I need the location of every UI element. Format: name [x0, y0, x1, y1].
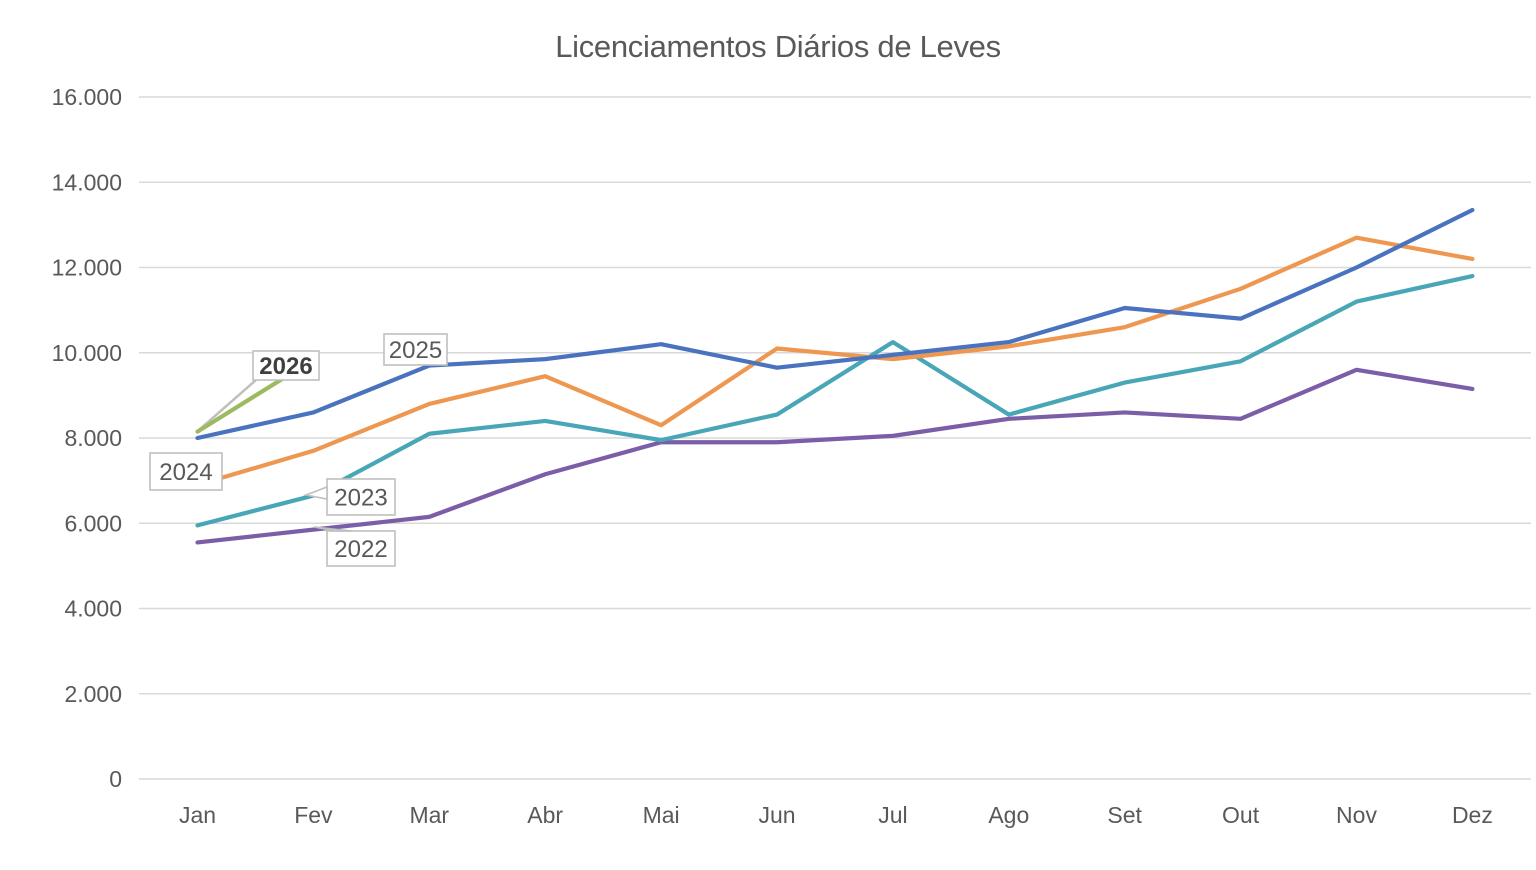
series-line-2025 — [195, 207, 1475, 441]
x-axis-label-out: Out — [1222, 802, 1260, 828]
callout-2024: 2024 — [149, 452, 223, 491]
callout-2022: 2022 — [313, 526, 396, 567]
y-axis-label-14.000: 14.000 — [52, 169, 122, 195]
series-line-2024 — [195, 235, 1475, 487]
y-axis-label-4.000: 4.000 — [64, 596, 122, 622]
callout-box-2025 — [383, 333, 448, 366]
x-axis-label-jun: Jun — [758, 802, 795, 828]
callout-box-2022 — [326, 530, 396, 567]
callout-pointer-2022 — [313, 526, 353, 532]
callout-label-2022: 2022 — [334, 536, 387, 563]
x-axis-label-mar: Mar — [409, 802, 449, 828]
callout-2026: 2026 — [252, 350, 320, 381]
y-axis-label-2.000: 2.000 — [64, 681, 122, 707]
x-axis-label-dez: Dez — [1452, 802, 1493, 828]
callout-leader-2026 — [198, 379, 257, 431]
x-axis-label-jul: Jul — [878, 802, 907, 828]
callout-pointer-2023 — [303, 485, 328, 500]
callout-2025: 2025 — [383, 333, 448, 366]
series-line-2026 — [195, 376, 286, 434]
x-axis-label-abr: Abr — [527, 802, 563, 828]
callout-label-2025: 2025 — [389, 337, 442, 364]
x-axis-label-fev: Fev — [294, 802, 333, 828]
y-axis-label-8.000: 8.000 — [64, 425, 122, 451]
y-axis-label-10.000: 10.000 — [52, 340, 122, 366]
series-line-2022 — [195, 367, 1475, 545]
chart-title: Licenciamentos Diários de Leves — [555, 29, 1001, 64]
callout-label-2023: 2023 — [334, 485, 387, 512]
callout-2023: 2023 — [303, 478, 396, 516]
y-axis-label-16.000: 16.000 — [52, 84, 122, 110]
callout-box-2026 — [252, 350, 320, 381]
y-axis-label-12.000: 12.000 — [52, 255, 122, 281]
y-axis-label-0: 0 — [109, 766, 122, 792]
callout-label-2026: 2026 — [259, 353, 312, 380]
x-axis-label-jan: Jan — [179, 802, 216, 828]
x-axis-label-set: Set — [1107, 802, 1142, 828]
callout-box-2024 — [149, 452, 223, 491]
y-axis-label-6.000: 6.000 — [64, 510, 122, 536]
callout-label-2024: 2024 — [159, 459, 212, 486]
x-axis-label-nov: Nov — [1336, 802, 1377, 828]
series-line-2023 — [195, 273, 1475, 528]
x-axis-label-ago: Ago — [988, 802, 1029, 828]
x-axis-label-mai: Mai — [643, 802, 680, 828]
